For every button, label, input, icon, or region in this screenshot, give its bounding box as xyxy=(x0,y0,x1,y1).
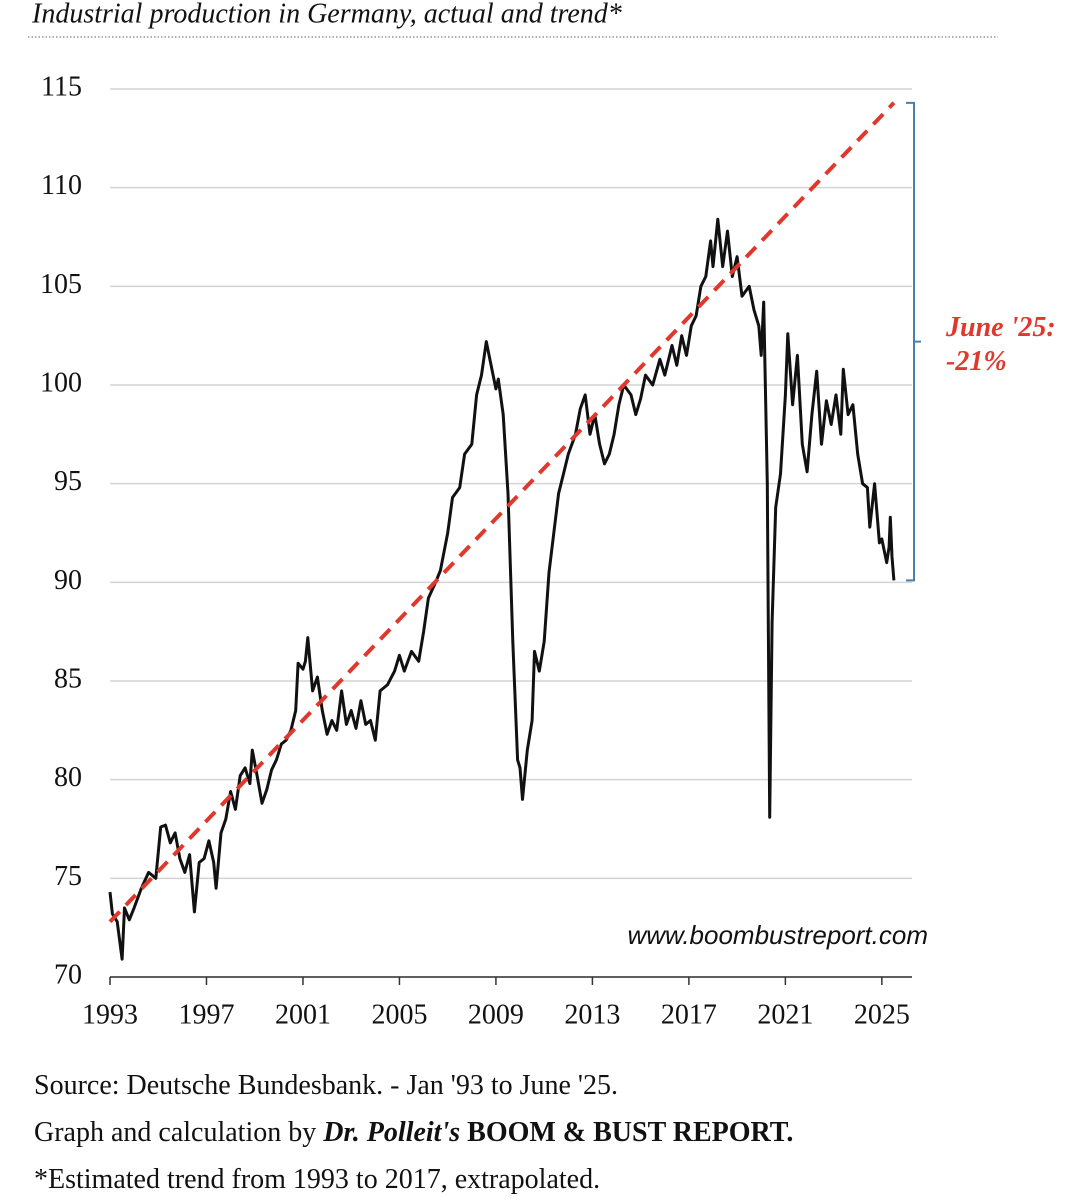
annotation: June '25: xyxy=(945,312,1056,343)
gap-bracket xyxy=(906,101,921,582)
footer-text: Dr. Polleit's xyxy=(323,1117,461,1148)
annotation: -21% xyxy=(946,346,1007,377)
y-tick-label: 100 xyxy=(40,367,82,398)
chart-title: Industrial production in Germany, actual… xyxy=(31,0,622,29)
y-tick-label: 70 xyxy=(54,959,82,990)
footer-text: Graph and calculation by xyxy=(34,1117,324,1148)
data-line xyxy=(108,217,896,961)
y-tick-label: 90 xyxy=(54,565,82,596)
footer: Source: Deutsche Bundesbank. - Jan '93 t… xyxy=(34,1062,793,1200)
y-tick-label: 115 xyxy=(41,71,82,102)
x-tick-label: 2025 xyxy=(854,999,910,1030)
footer-line: Graph and calculation by Dr. Polleit's B… xyxy=(34,1109,793,1156)
footer-line: Source: Deutsche Bundesbank. - Jan '93 t… xyxy=(34,1062,793,1109)
x-tick-label: 2017 xyxy=(661,999,717,1030)
watermark: www.boombustreport.com xyxy=(627,920,928,950)
footer-text: Source: Deutsche Bundesbank. - Jan '93 t… xyxy=(34,1070,618,1101)
x-tick-label: 2009 xyxy=(468,999,524,1030)
x-tick-label: 1993 xyxy=(82,999,138,1030)
y-tick-label: 85 xyxy=(54,663,82,694)
y-tick-label: 110 xyxy=(41,170,82,201)
y-tick-label: 75 xyxy=(54,861,82,892)
x-tick-label: 1997 xyxy=(178,999,234,1030)
trend-line xyxy=(108,101,896,924)
y-tick-label: 80 xyxy=(54,762,82,793)
y-tick-label: 105 xyxy=(40,269,82,300)
footer-text: *Estimated trend from 1993 to 2017, extr… xyxy=(34,1164,601,1195)
x-tick-label: 2001 xyxy=(275,999,331,1030)
footer-line: *Estimated trend from 1993 to 2017, extr… xyxy=(34,1156,793,1200)
chart: Industrial production in Germany, actual… xyxy=(28,0,1056,1030)
x-tick-label: 2013 xyxy=(564,999,620,1030)
y-tick-label: 95 xyxy=(54,466,82,497)
x-tick-label: 2021 xyxy=(757,999,813,1030)
x-tick-label: 2005 xyxy=(371,999,427,1030)
footer-text: BOOM & BUST REPORT. xyxy=(460,1117,794,1148)
